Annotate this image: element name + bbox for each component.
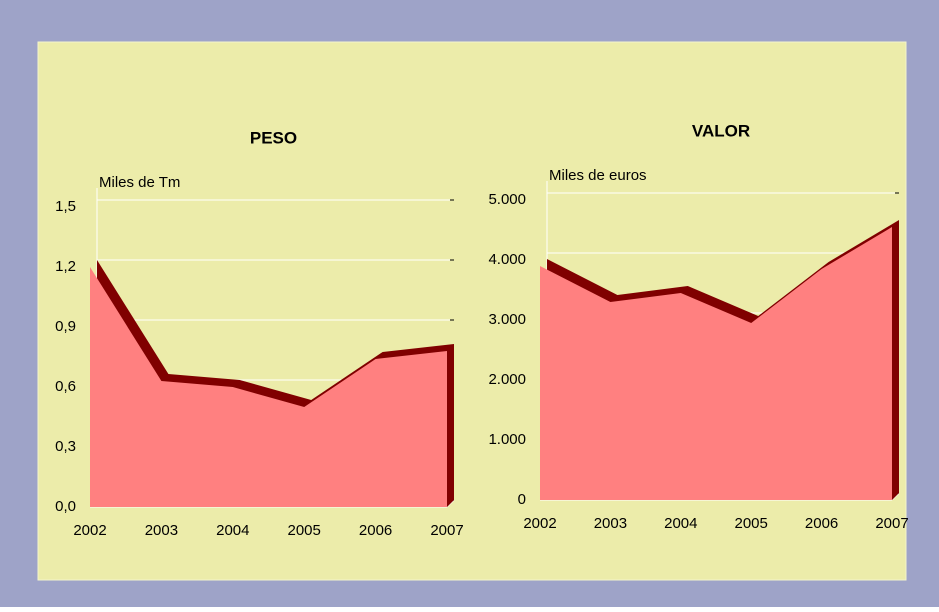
y-tick-label: 3.000 bbox=[488, 311, 526, 328]
y-axis-label: Miles de euros bbox=[549, 167, 647, 184]
y-tick-label: 1.000 bbox=[488, 431, 526, 448]
x-tick-label: 2002 bbox=[73, 522, 106, 539]
y-tick-label: 0,9 bbox=[55, 318, 76, 335]
x-tick-label: 2006 bbox=[359, 522, 392, 539]
x-tick-label: 2006 bbox=[805, 515, 838, 532]
chart-title: PESO bbox=[250, 128, 297, 147]
y-tick-label: 2.000 bbox=[488, 371, 526, 388]
y-tick-label: 0,0 bbox=[55, 498, 76, 515]
y-axis-label: Miles de Tm bbox=[99, 174, 180, 191]
y-tick-label: 0,3 bbox=[55, 438, 76, 455]
x-tick-label: 2007 bbox=[875, 515, 908, 532]
x-tick-label: 2003 bbox=[594, 515, 627, 532]
x-tick-label: 2007 bbox=[430, 522, 463, 539]
y-tick-label: 0 bbox=[518, 491, 526, 508]
area bbox=[540, 227, 892, 500]
x-tick-label: 2004 bbox=[664, 515, 697, 532]
y-tick-label: 0,6 bbox=[55, 378, 76, 395]
area bbox=[90, 267, 447, 507]
x-tick-label: 2003 bbox=[145, 522, 178, 539]
x-tick-label: 2002 bbox=[523, 515, 556, 532]
y-tick-label: 1,5 bbox=[55, 198, 76, 215]
x-tick-label: 2005 bbox=[288, 522, 321, 539]
chart-title: VALOR bbox=[692, 121, 750, 140]
x-tick-label: 2005 bbox=[735, 515, 768, 532]
y-tick-label: 5.000 bbox=[488, 191, 526, 208]
y-tick-label: 1,2 bbox=[55, 258, 76, 275]
x-tick-label: 2004 bbox=[216, 522, 249, 539]
y-tick-label: 4.000 bbox=[488, 251, 526, 268]
